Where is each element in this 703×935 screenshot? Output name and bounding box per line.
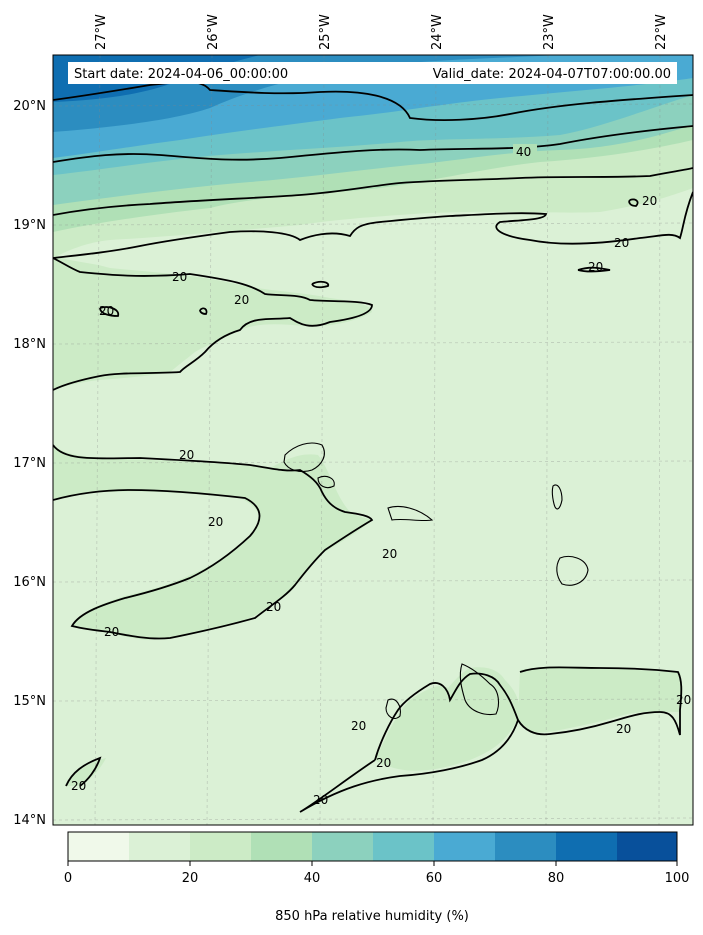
contour-label-20-k: 20 (104, 625, 119, 639)
contour-20-w-loop (99, 306, 120, 317)
lat-label-15n: 15°N (13, 694, 46, 709)
contour-label-20-g: 20 (179, 448, 194, 462)
colorbar-tick-60: 60 (426, 871, 443, 886)
valid-date-text: Valid_date: 2024-04-07T07:00:00.00 (433, 67, 671, 82)
contour-40 (53, 125, 693, 163)
contour-label-20-e: 20 (234, 293, 249, 307)
gridlines (53, 55, 693, 825)
colorbar-tick-100: 100 (665, 871, 690, 886)
contour-labels: 40 20 20 20 20 20 20 20 20 20 20 20 20 2… (71, 144, 691, 807)
contour-20-north (53, 191, 693, 259)
contour-20-central (53, 444, 374, 640)
contour-label-20-i: 20 (382, 547, 397, 561)
island-sao-nicolau (387, 505, 434, 522)
contour-label-40: 40 (516, 145, 531, 159)
contour-20-ne-loop (628, 198, 639, 207)
colorbar: 0 20 40 60 80 100 850 hPa relative humid… (64, 831, 690, 924)
contour-20-upper-patch (53, 257, 373, 391)
colorbar-seg-1 (129, 832, 190, 861)
contour-label-20-b: 20 (614, 236, 629, 250)
colorbar-seg-3 (251, 832, 312, 861)
colorbar-tick-40: 40 (304, 871, 321, 886)
colorbar-tick-0: 0 (64, 871, 72, 886)
contour-20-sw (65, 756, 102, 787)
contour-label-20-c: 20 (588, 260, 603, 274)
lon-label-25w: 25°W (318, 14, 333, 50)
contour-20-south (299, 672, 519, 813)
island-fogo (385, 698, 401, 719)
colorbar-seg-0 (68, 832, 129, 861)
island-sao-vicente (317, 475, 335, 489)
lon-label-24w: 24°W (430, 14, 445, 50)
contour-20-ne-small (577, 266, 611, 273)
header-box (68, 62, 677, 84)
contour-label-20-j: 20 (266, 600, 281, 614)
island-santiago (459, 663, 500, 716)
contour-label-20-d: 20 (172, 270, 187, 284)
lat-label-18n: 18°N (13, 337, 46, 352)
lon-label-27w: 27°W (94, 14, 109, 50)
lon-label-26w: 26°W (206, 14, 221, 50)
contour-label-20-l: 20 (351, 719, 366, 733)
contour-label-20-n: 20 (676, 693, 691, 707)
contour-label-20-p: 20 (313, 793, 328, 807)
map-panel: 40 20 20 20 20 20 20 20 20 20 20 20 20 2… (53, 55, 693, 825)
colorbar-seg-4 (312, 832, 373, 861)
lat-label-14n: 14°N (13, 813, 46, 828)
rh-patch-20-south (375, 667, 520, 771)
colorbar-seg-6 (434, 832, 495, 861)
colorbar-tick-80: 80 (548, 871, 565, 886)
contour-label-20-m: 20 (616, 722, 631, 736)
island-boa-vista (556, 555, 589, 586)
lat-label-20n: 20°N (13, 99, 46, 114)
island-sal (551, 484, 563, 510)
colorbar-seg-2 (190, 832, 251, 861)
island-santo-antao (283, 442, 325, 473)
colorbar-seg-7 (495, 832, 556, 861)
lat-labels: 20°N 19°N 18°N 17°N 16°N 15°N 14°N (13, 99, 46, 828)
lon-label-22w: 22°W (654, 14, 669, 50)
contour-lines (53, 80, 693, 813)
lon-labels: 27°W 26°W 25°W 24°W 23°W 22°W (94, 14, 669, 50)
contour-20-small-2 (199, 307, 208, 315)
colorbar-frame (67, 831, 678, 862)
rh-patch-20-sw (66, 758, 106, 786)
contour-30 (53, 167, 693, 216)
contour-label-20-q: 20 (71, 779, 86, 793)
contour-label-20-a: 20 (642, 194, 657, 208)
contour-label-20-o: 20 (376, 756, 391, 770)
colorbar-tick-20: 20 (182, 871, 199, 886)
colorbar-label: 850 hPa relative humidity (%) (275, 909, 469, 924)
contour-label-20-f: 20 (99, 304, 114, 318)
colorbar-seg-8 (556, 832, 617, 861)
coastlines (283, 442, 589, 719)
lon-label-23w: 23°W (542, 14, 557, 50)
lat-label-17n: 17°N (13, 456, 46, 471)
lat-label-16n: 16°N (13, 575, 46, 590)
rh-patch-20-east (518, 667, 683, 733)
start-date-text: Start date: 2024-04-06_00:00:00 (74, 67, 288, 82)
contour-label-20-h: 20 (208, 515, 223, 529)
contour-20-east (517, 666, 683, 736)
colorbar-seg-9 (617, 832, 677, 861)
lat-label-19n: 19°N (13, 218, 46, 233)
rh-patch-20-central (53, 445, 372, 640)
map-frame (52, 54, 694, 826)
rh-patch-20-west (53, 255, 372, 390)
colorbar-seg-5 (373, 832, 434, 861)
contour-20-small-1 (311, 280, 330, 289)
contour-high-north (53, 80, 693, 121)
